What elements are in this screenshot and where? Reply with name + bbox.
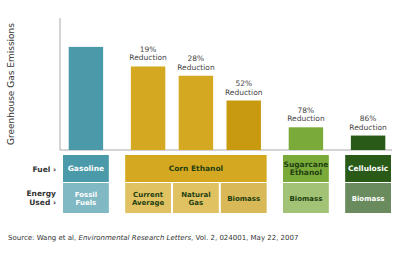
- fuel-label: Gasoline: [68, 164, 104, 173]
- annotation: 52%Reduction: [225, 79, 263, 97]
- bar: [69, 47, 103, 150]
- source-part: , Vol. 2, 024001, May 22, 2007: [191, 234, 298, 242]
- bar: [227, 101, 261, 151]
- fuel-box: [345, 155, 391, 182]
- annotation: 19%Reduction: [129, 45, 167, 63]
- category-label: Biomass: [227, 195, 260, 203]
- category-label: NaturalGas: [181, 191, 211, 207]
- bar: [351, 136, 385, 150]
- energy-box: [173, 183, 219, 213]
- fuel-label: Cellulosic: [348, 164, 388, 173]
- energy-box: [125, 183, 171, 213]
- fuel-box: [63, 155, 109, 182]
- energy-box: [63, 183, 109, 213]
- row-label: Fuel ›: [33, 165, 56, 174]
- source: Source: Wang et al, Environmental Resear…: [8, 234, 298, 242]
- annotation: 86%Reduction: [349, 114, 387, 132]
- annotation: 78%Reduction: [287, 106, 325, 124]
- energy-box: [221, 183, 267, 213]
- annotation: 28%Reduction: [177, 54, 215, 72]
- bar: [131, 66, 165, 150]
- y-axis-line: [60, 18, 61, 150]
- chart: Greenhouse Gas Emissions 19%Reduction 28%R…: [0, 0, 400, 261]
- bar: [289, 127, 323, 150]
- fuel-box: [125, 155, 266, 182]
- fuel-box: [283, 155, 329, 182]
- fuel-label: Corn Ethanol: [169, 164, 223, 173]
- source-part: Environmental Research Letters: [78, 234, 191, 242]
- category-label: CurrentAverage: [132, 191, 165, 207]
- y-axis-label: Greenhouse Gas Emissions: [6, 23, 16, 145]
- energy-box: [345, 183, 391, 213]
- source-part: Source: Wang et al,: [8, 234, 78, 242]
- x-axis-line: [60, 150, 392, 151]
- category-label: Biomass: [289, 195, 322, 203]
- row-label: EnergyUsed ›: [26, 189, 56, 207]
- bars: [69, 47, 386, 150]
- bar: [179, 76, 213, 150]
- category-label: Biomass: [352, 195, 385, 203]
- category-label: FossilFuels: [75, 191, 97, 207]
- energy-box: [283, 183, 329, 213]
- fuel-label: SugarcaneEthanol: [284, 160, 329, 178]
